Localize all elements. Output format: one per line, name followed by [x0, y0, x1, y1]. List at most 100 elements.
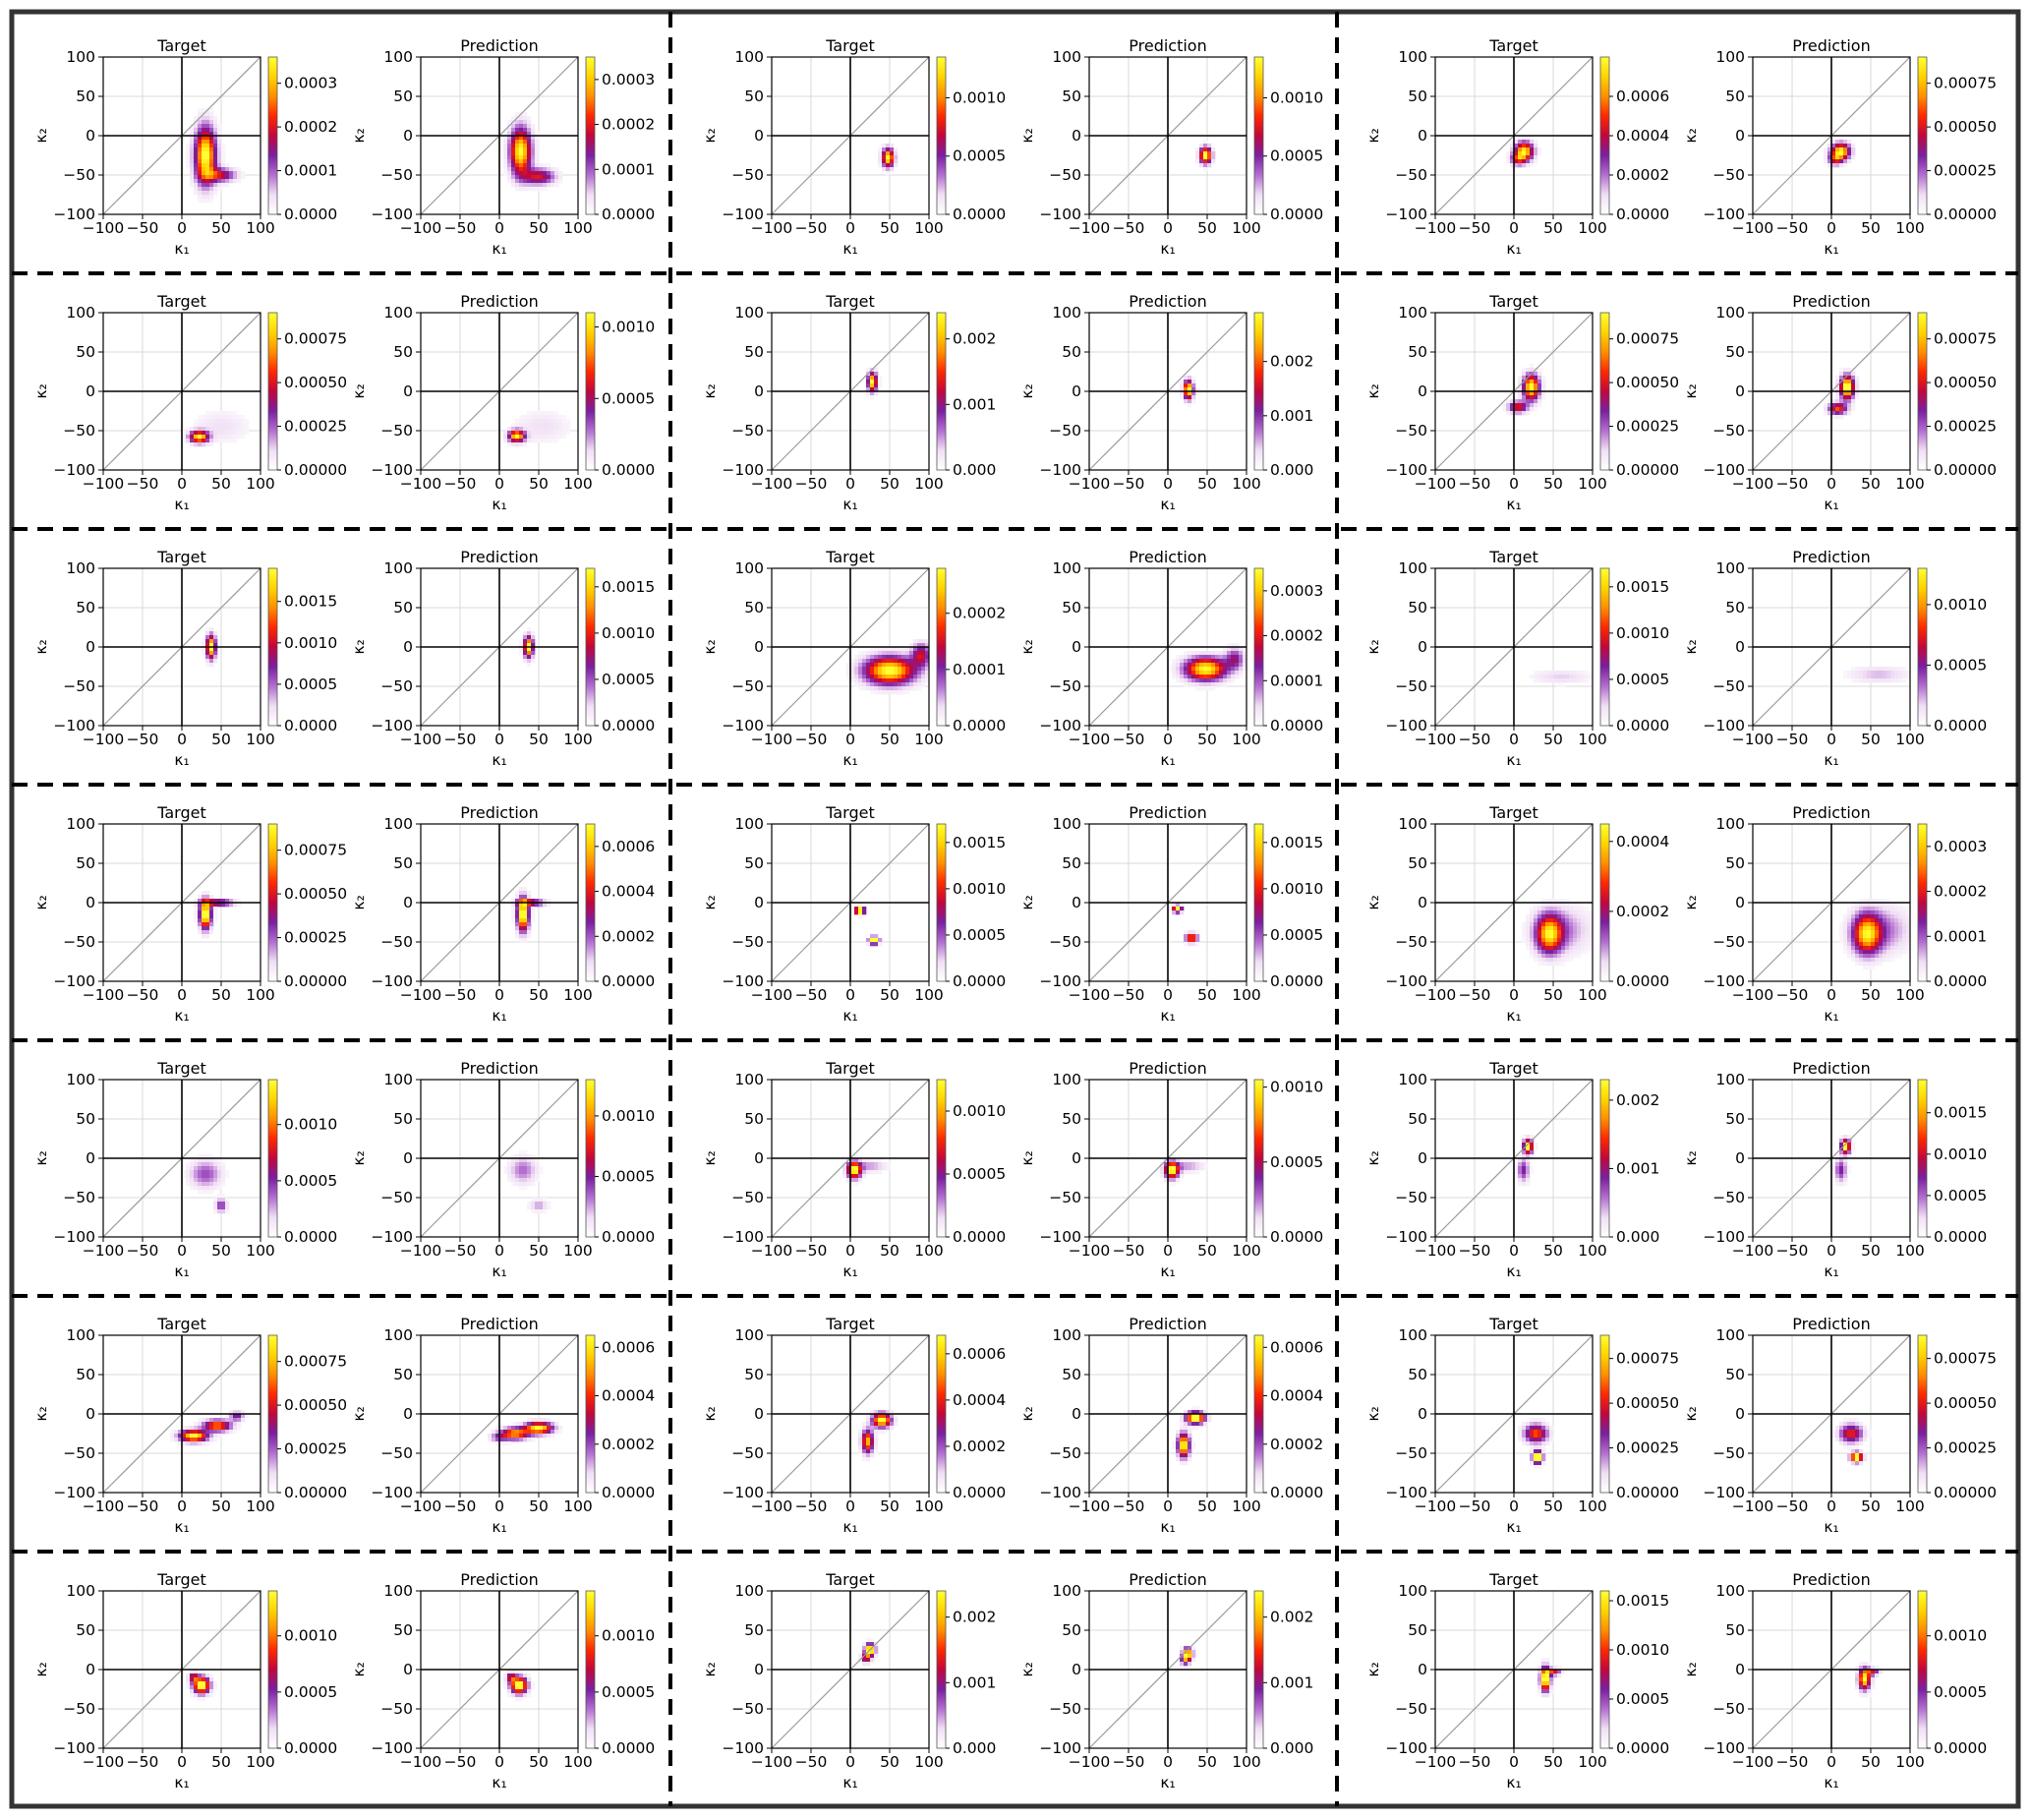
density-cell: [511, 431, 516, 436]
panel-title: Target: [825, 1570, 875, 1589]
density-cell: [1537, 1441, 1542, 1446]
density-cell: [1541, 922, 1546, 927]
density-cell: [527, 907, 532, 911]
density-cell: [1180, 1434, 1185, 1438]
panel-title: Prediction: [1129, 548, 1206, 566]
density-cell: [217, 1198, 222, 1203]
density-cell: [1569, 954, 1574, 959]
x-tick-label: 100: [914, 1242, 944, 1260]
density-cell: [1898, 926, 1903, 931]
density-cell: [1199, 678, 1204, 683]
density-cell: [198, 439, 203, 443]
density-cell: [1894, 922, 1899, 927]
density-cell: [1188, 671, 1192, 675]
density-cell: [519, 895, 524, 900]
density-cell: [523, 1438, 528, 1442]
density-cell: [1526, 387, 1531, 392]
density-cell: [1851, 1143, 1856, 1147]
density-cell: [1851, 1438, 1856, 1442]
density-cell: [519, 1438, 524, 1442]
y-axis-label: κ₂: [1364, 639, 1382, 654]
density-cell: [1545, 671, 1550, 675]
density-cell: [1847, 1441, 1852, 1446]
density-cell: [202, 1190, 206, 1195]
density-cell: [237, 1410, 242, 1415]
density-cell: [1530, 1430, 1535, 1435]
density-cell: [221, 1182, 226, 1187]
density-cell: [850, 1166, 855, 1171]
density-cell: [535, 1209, 540, 1214]
density-cell: [1859, 1426, 1864, 1431]
y-tick-label: 0: [403, 1405, 413, 1423]
x-tick-label: 100: [1578, 219, 1607, 237]
y-axis-label: κ₂: [1364, 895, 1382, 910]
colorbar-tick-label: 0.00075: [1616, 1350, 1679, 1368]
density-cell: [194, 1434, 199, 1438]
density-cell: [1239, 663, 1244, 668]
density-cell: [1871, 667, 1876, 672]
y-axis-label: κ₂: [350, 1662, 368, 1676]
density-cell: [894, 159, 899, 164]
density-cell: [1843, 395, 1848, 400]
density-cell: [1545, 942, 1550, 947]
density-cells: [1831, 1135, 1856, 1187]
density-cell: [554, 427, 559, 432]
x-axis-label: κ₁: [1506, 1262, 1521, 1280]
density-cell: [511, 423, 516, 428]
heatmap-panel: −100 −50 0 50 100100500−50−100Targetκ₁κ₂0.00…: [701, 1059, 1006, 1280]
density-cell: [1518, 163, 1523, 168]
density-cell: [217, 419, 222, 424]
x-tick-label: −50: [444, 1753, 477, 1771]
density-cell: [523, 1162, 528, 1167]
density-cell: [846, 1166, 851, 1171]
x-axis-label: κ₁: [1824, 1262, 1838, 1280]
y-axis-label: κ₂: [701, 895, 719, 910]
y-tick-label: 50: [744, 88, 764, 105]
density-cell: [190, 136, 195, 141]
density-cell: [194, 435, 199, 440]
density-cell: [1199, 1162, 1204, 1167]
density-cell: [1207, 678, 1212, 683]
density-cell: [1577, 942, 1582, 947]
density-cell: [1577, 903, 1582, 908]
density-cell: [511, 144, 516, 148]
density-cell: [523, 159, 528, 164]
density-cell: [1526, 1146, 1531, 1151]
x-axis-label: κ₁: [174, 1518, 189, 1536]
density-cell: [1545, 962, 1550, 967]
density-cell: [1835, 155, 1840, 160]
density-cell: [1534, 140, 1538, 145]
density-cell: [190, 439, 195, 443]
x-tick-label: 50: [1197, 1242, 1217, 1260]
density-cell: [1839, 368, 1844, 373]
density-cell: [866, 1445, 871, 1450]
density-cell: [515, 112, 520, 117]
y-tick-label: −100: [371, 1228, 413, 1246]
x-tick-label: 0: [1163, 731, 1173, 748]
density-cell: [1176, 1430, 1181, 1435]
density-cell: [233, 431, 238, 436]
density-cell: [1184, 1158, 1189, 1163]
density-cell: [1851, 144, 1856, 148]
density-cell: [1890, 671, 1895, 675]
density-cell: [198, 140, 203, 145]
density-cell: [198, 1670, 203, 1674]
density-cell: [1541, 1422, 1546, 1427]
density-cell: [1863, 926, 1868, 931]
density-cell: [1863, 950, 1868, 955]
y-tick-label: −50: [63, 933, 95, 951]
density-cell: [1184, 1166, 1189, 1171]
density-cell: [866, 1430, 871, 1435]
density-cell: [1557, 958, 1562, 963]
density-cell: [1176, 1453, 1181, 1458]
density-cell: [1859, 1434, 1864, 1438]
density-cell: [519, 1677, 524, 1682]
x-tick-label: 50: [880, 1753, 899, 1771]
colorbar: [1917, 1334, 1928, 1494]
density-cell: [874, 1158, 879, 1163]
density-cell: [1243, 659, 1247, 664]
density-cell: [198, 930, 203, 935]
density-cell: [1188, 1434, 1192, 1438]
density-cell: [1188, 403, 1192, 408]
density-cell: [523, 171, 528, 176]
